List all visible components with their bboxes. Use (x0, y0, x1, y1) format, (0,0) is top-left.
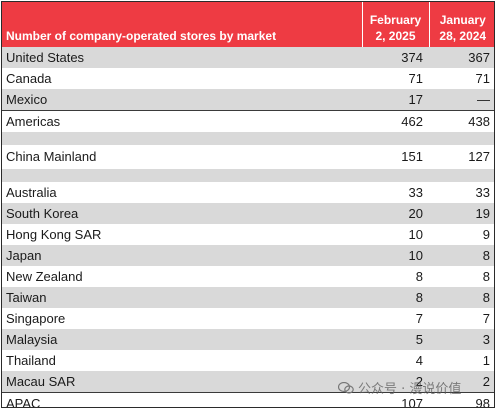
table-header: Number of company-operated stores by mar… (2, 2, 494, 47)
table-row: Taiwan 8 8 (2, 287, 494, 308)
stores-2025: 10 (362, 245, 429, 266)
stores-2024: 438 (429, 110, 494, 132)
stores-2024: 8 (429, 287, 494, 308)
table-row: United States 374 367 (2, 47, 494, 68)
stores-2024: 19 (429, 203, 494, 224)
table-row: Hong Kong SAR 10 9 (2, 224, 494, 245)
market-name: New Zealand (6, 269, 83, 284)
stores-2024: 3 (429, 329, 494, 350)
spacer-cell (429, 132, 494, 145)
stores-2025: 20 (362, 203, 429, 224)
table-row: South Korea 20 19 (2, 203, 494, 224)
market-name: China Mainland (6, 149, 97, 164)
stores-2024: 9 (482, 227, 490, 242)
spacer-cell (2, 169, 362, 182)
stores-2025: 462 (362, 110, 429, 132)
stores-2025: 8 (362, 287, 429, 308)
stores-2024: 7 (482, 311, 490, 326)
market-name: Canada (6, 71, 52, 86)
market-name: United States (2, 47, 362, 68)
market-name: Mexico (2, 89, 362, 111)
spacer-cell (2, 132, 362, 145)
stores-2024: 367 (429, 47, 494, 68)
table-row: Mexico 17 — (2, 89, 494, 111)
region-name: Americas (2, 110, 362, 132)
table-row: Japan 10 8 (2, 245, 494, 266)
stores-2024: — (429, 89, 494, 111)
spacer-cell (429, 169, 494, 182)
stores-2025: 2 (362, 371, 429, 393)
stores-2025: 33 (408, 185, 423, 200)
table-row: New Zealand 8 8 (2, 266, 494, 287)
stores-2024: 127 (468, 149, 490, 164)
table-row: Malaysia 5 3 (2, 329, 494, 350)
table-row-subtotal: Americas 462 438 (2, 110, 494, 132)
stores-2025: 8 (415, 269, 423, 284)
market-name: Macau SAR (2, 371, 362, 393)
header-market-label: Number of company-operated stores by mar… (2, 2, 362, 47)
stores-2024: 2 (429, 371, 494, 393)
market-name: Singapore (6, 311, 66, 326)
table-body: United States 374 367 Canada 71 71 Mexic… (2, 47, 494, 407)
spacer-cell (362, 132, 429, 145)
stores-2025: 107 (362, 392, 429, 407)
stores-2024: 98 (429, 392, 494, 407)
spacer-row (2, 169, 494, 182)
market-name: Malaysia (2, 329, 362, 350)
stores-2024: 8 (482, 269, 490, 284)
stores-2024: 1 (482, 353, 490, 368)
table-row: Thailand 4 1 (2, 350, 494, 371)
stores-2025: 151 (401, 149, 423, 164)
stores-2025: 71 (408, 71, 423, 86)
market-name: Taiwan (2, 287, 362, 308)
stores-2024: 8 (429, 245, 494, 266)
spacer-cell (362, 169, 429, 182)
region-name: APAC (2, 392, 362, 407)
stores-2025: 17 (362, 89, 429, 111)
table-row-subtotal: APAC 107 98 (2, 392, 494, 407)
table-row: Macau SAR 2 2 (2, 371, 494, 393)
market-name: Australia (6, 185, 57, 200)
spacer-row (2, 132, 494, 145)
stores-2024: 33 (475, 185, 490, 200)
stores-2025: 7 (415, 311, 423, 326)
market-name: Thailand (6, 353, 56, 368)
stores-2025: 4 (415, 353, 423, 368)
stores-2025: 374 (362, 47, 429, 68)
stores-2025: 10 (408, 227, 423, 242)
table-row: China Mainland 151 127 (2, 145, 494, 169)
table-row: Canada 71 71 (2, 68, 494, 89)
stores-2025: 5 (362, 329, 429, 350)
header-jan-2024: January 28, 2024 (428, 2, 494, 47)
table-row: Singapore 7 7 (2, 308, 494, 329)
stores-2024: 71 (475, 71, 490, 86)
market-name: Hong Kong SAR (6, 227, 102, 242)
header-feb-2025: February 2, 2025 (361, 2, 429, 47)
market-name: South Korea (2, 203, 362, 224)
table-row: Australia 33 33 (2, 182, 494, 203)
market-name: Japan (2, 245, 362, 266)
